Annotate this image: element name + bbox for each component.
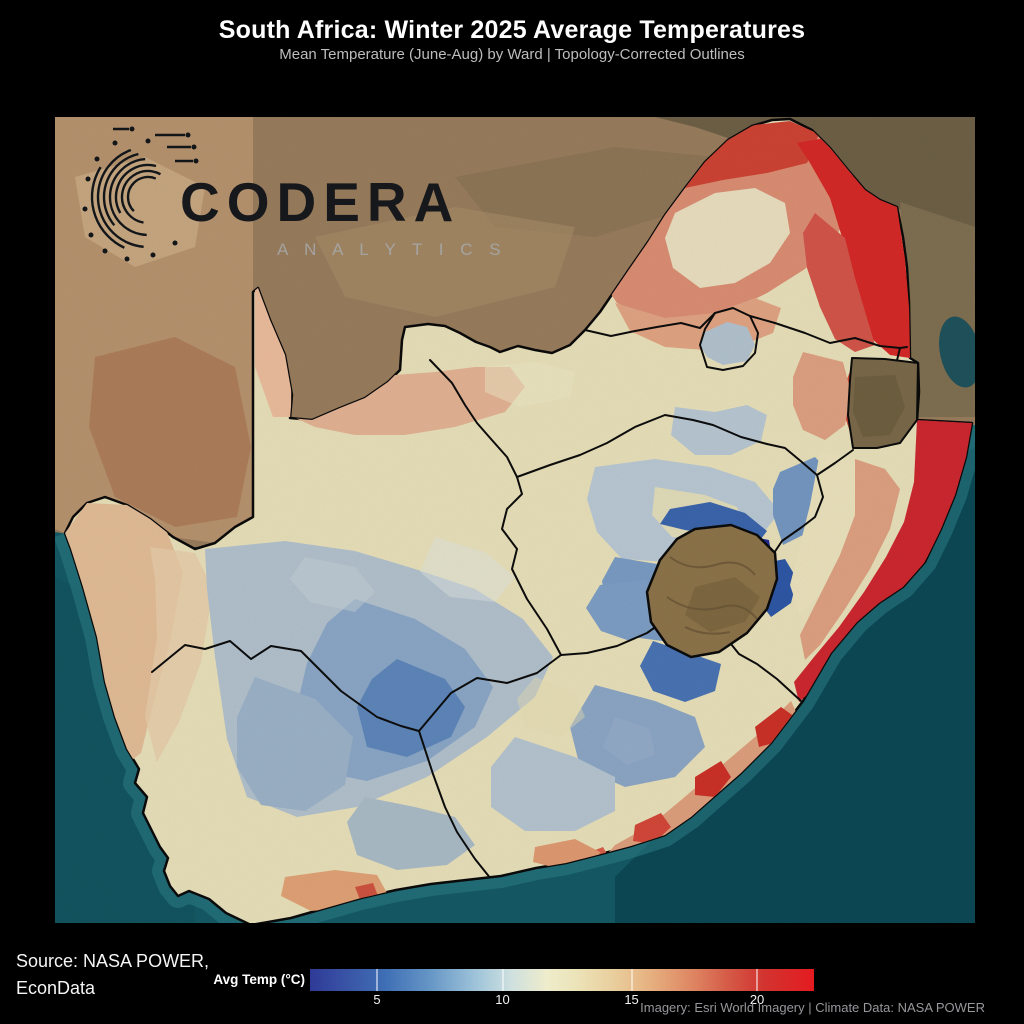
legend-tick-mark (501, 969, 504, 991)
codera-logo-text: CODERA (180, 171, 460, 233)
legend-tick-label: 15 (624, 992, 639, 1007)
page-subtitle: Mean Temperature (June-Aug) by Ward | To… (279, 46, 745, 63)
legend-tick-label: 5 (373, 992, 381, 1007)
imagery-attribution: Imagery: Esri World Imagery | Climate Da… (640, 1000, 985, 1015)
page-title: South Africa: Winter 2025 Average Temper… (218, 16, 806, 44)
legend-tick-labels: 5 10 15 20 (310, 992, 814, 1008)
legend-tick-mark (630, 969, 633, 991)
satellite-grain (55, 117, 975, 923)
legend-tick-mark (756, 969, 759, 991)
legend-tick-label: 10 (495, 992, 510, 1007)
codera-logo: CODERA A N A L Y T I C S (82, 126, 507, 262)
codera-logo-subtext: A N A L Y T I C S (277, 240, 507, 259)
legend-tick-label: 20 (749, 992, 765, 1007)
legend-tick-mark (376, 969, 379, 991)
legend-colorbar (310, 969, 814, 991)
codera-logo-dots (82, 126, 199, 262)
south-africa-temperature-map: CODERA A N A L Y T I C S (55, 117, 975, 923)
source-text: Source: NASA POWER, EconData (16, 951, 210, 998)
legend-label: Avg Temp (°C) (213, 972, 305, 987)
